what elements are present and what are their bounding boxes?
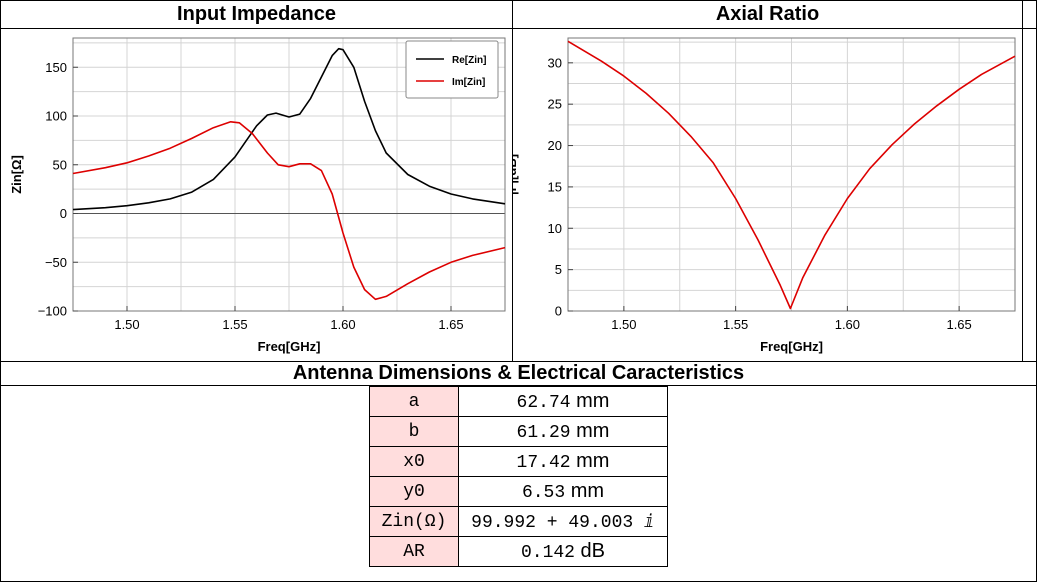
y-tick-label: −100 — [38, 304, 67, 319]
y-axis-label: |Γ|[dB] — [512, 154, 519, 195]
param-number: 6.53 — [521, 483, 566, 503]
legend-label: Im[Zin] — [452, 77, 485, 88]
param-unit: mm — [570, 390, 610, 412]
impedance-title: Input Impedance — [177, 3, 336, 25]
y-tick-label: 50 — [53, 157, 67, 172]
param-name: y0 — [369, 476, 459, 507]
series-line-re-zin — [72, 47, 506, 211]
param-name: AR — [369, 536, 459, 567]
param-value: 0.142 dB — [458, 536, 668, 567]
param-unit: mm — [565, 480, 605, 502]
y-tick-label: 0 — [555, 304, 562, 319]
y-tick-label: 5 — [555, 262, 562, 277]
x-tick-label: 1.60 — [330, 317, 355, 332]
table-row: AR 0.142 dB — [369, 536, 668, 567]
x-tick-label: 1.55 — [222, 317, 247, 332]
x-tick-label: 1.60 — [835, 317, 860, 332]
legend: Re[Zin] Im[Zin] — [405, 40, 499, 99]
param-number: 61.29 — [516, 423, 571, 443]
table-row: b 61.29 mm — [369, 416, 668, 447]
right-edge-cell — [1022, 0, 1037, 362]
y-tick-label: 25 — [548, 97, 562, 112]
table-row: x0 17.42 mm — [369, 446, 668, 477]
axial-ratio-chart: 1.50 1.55 1.60 1.65 0 5 10 15 20 25 30 Freq[GHz] |Γ|… — [512, 37, 1016, 354]
param-value: 99.992 + 49.003 ⅈ — [458, 506, 668, 537]
y-tick-label: 150 — [45, 60, 67, 75]
x-tick-label: 1.55 — [723, 317, 748, 332]
axial-ratio-title: Axial Ratio — [715, 3, 820, 25]
y-axis-label: Zin[Ω] — [9, 155, 24, 194]
param-value: 62.74 mm — [458, 386, 668, 417]
param-number: 99.992 + 49.003 ⅈ — [471, 512, 655, 533]
table-row: Zin(Ω) 99.992 + 49.003 ⅈ — [369, 506, 668, 537]
x-tick-label: 1.50 — [114, 317, 139, 332]
y-tick-label: 0 — [60, 206, 67, 221]
param-name: b — [369, 416, 459, 447]
param-number: 17.42 — [516, 453, 571, 473]
y-tick-label: 30 — [548, 55, 562, 70]
x-tick-label: 1.65 — [438, 317, 463, 332]
param-value: 61.29 mm — [458, 416, 668, 447]
param-unit: mm — [570, 420, 610, 442]
param-unit: dB — [574, 540, 606, 562]
table-header-divider — [0, 361, 1037, 386]
param-number: 0.142 — [520, 543, 575, 563]
param-name: a — [369, 386, 459, 417]
header-divider — [0, 0, 1037, 29]
param-value: 6.53 mm — [458, 476, 668, 507]
legend-label: Re[Zin] — [452, 55, 486, 66]
plot-frame — [567, 37, 1016, 312]
plot-frame — [72, 37, 506, 312]
param-name: Zin(Ω) — [369, 506, 459, 537]
x-tick-label: 1.50 — [611, 317, 636, 332]
legend-box — [405, 40, 499, 99]
x-axis-label: Freq[GHz] — [258, 339, 321, 354]
x-tick-label: 1.65 — [946, 317, 971, 332]
y-tick-label: 20 — [548, 138, 562, 153]
series-line-0 — [567, 40, 1016, 310]
param-number: 62.74 — [516, 393, 571, 413]
x-axis-label: Freq[GHz] — [760, 339, 823, 354]
y-tick-label: −50 — [45, 255, 67, 270]
param-unit: mm — [570, 450, 610, 472]
param-value: 17.42 mm — [458, 446, 668, 477]
y-tick-label: 15 — [548, 179, 562, 194]
y-tick-label: 10 — [548, 221, 562, 236]
series-line-im-zin — [72, 121, 506, 301]
impedance-chart: 1.50 1.55 1.60 1.65 −100 −50 0 50 100 150 Freq[GHz… — [9, 37, 506, 354]
param-name: x0 — [369, 446, 459, 477]
table-row: y0 6.53 mm — [369, 476, 668, 507]
dimensions-table: a 62.74 mm b 61.29 mm x0 17.42 mm y0 6.53 mm Zin… — [369, 386, 668, 567]
table-row: a 62.74 mm — [369, 386, 668, 417]
y-tick-label: 100 — [45, 109, 67, 124]
dimensions-title: Antenna Dimensions & Electrical Caracter… — [292, 362, 745, 384]
